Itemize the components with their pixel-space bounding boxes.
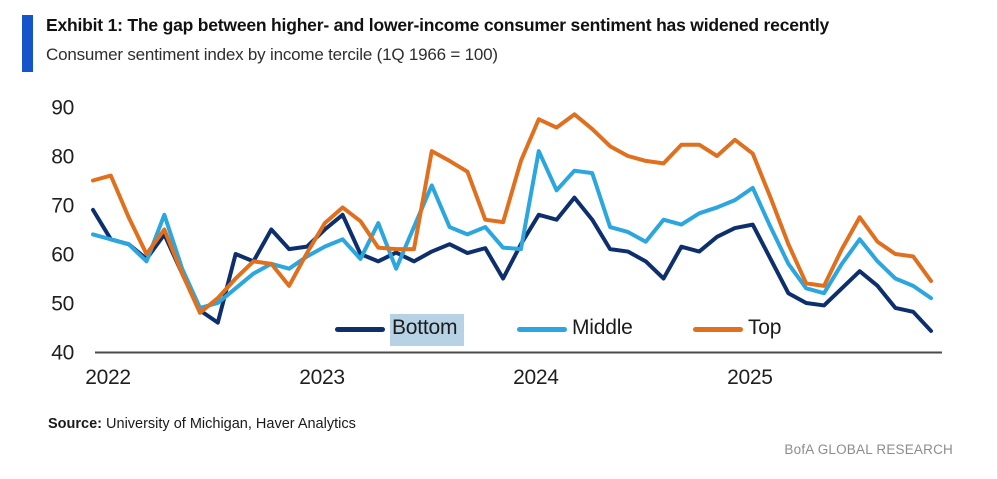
svg-text:90: 90 [51, 97, 74, 120]
legend-label-middle: Middle [572, 316, 633, 339]
bottom-line-swatch [335, 327, 385, 332]
svg-text:2025: 2025 [727, 366, 773, 389]
source-line: Source: University of Michigan, Haver An… [48, 416, 356, 432]
exhibit-subtitle: Consumer sentiment index by income terci… [46, 45, 498, 64]
source-label: Source: [48, 416, 102, 432]
source-text: University of Michigan, Haver Analytics [106, 416, 356, 432]
top-line-swatch [693, 327, 743, 332]
svg-text:2024: 2024 [513, 366, 559, 389]
legend-item-top: Top [693, 316, 781, 340]
svg-text:50: 50 [51, 293, 74, 316]
brand-mark: BofA GLOBAL RESEARCH [784, 442, 953, 457]
svg-text:2022: 2022 [85, 366, 131, 389]
legend-label-top: Top [748, 316, 782, 339]
svg-text:40: 40 [51, 342, 74, 365]
legend-item-bottom: Bottom [335, 314, 465, 346]
exhibit-accent-bar [22, 15, 33, 72]
legend-label-bottom: Bottom [390, 314, 465, 346]
svg-text:60: 60 [51, 244, 74, 267]
svg-text:70: 70 [51, 195, 74, 218]
exhibit-title: Exhibit 1: The gap between higher- and l… [46, 15, 830, 35]
svg-text:2023: 2023 [299, 366, 345, 389]
legend-item-middle: Middle [517, 316, 633, 340]
middle-line-swatch [517, 327, 567, 332]
svg-text:80: 80 [51, 146, 74, 169]
